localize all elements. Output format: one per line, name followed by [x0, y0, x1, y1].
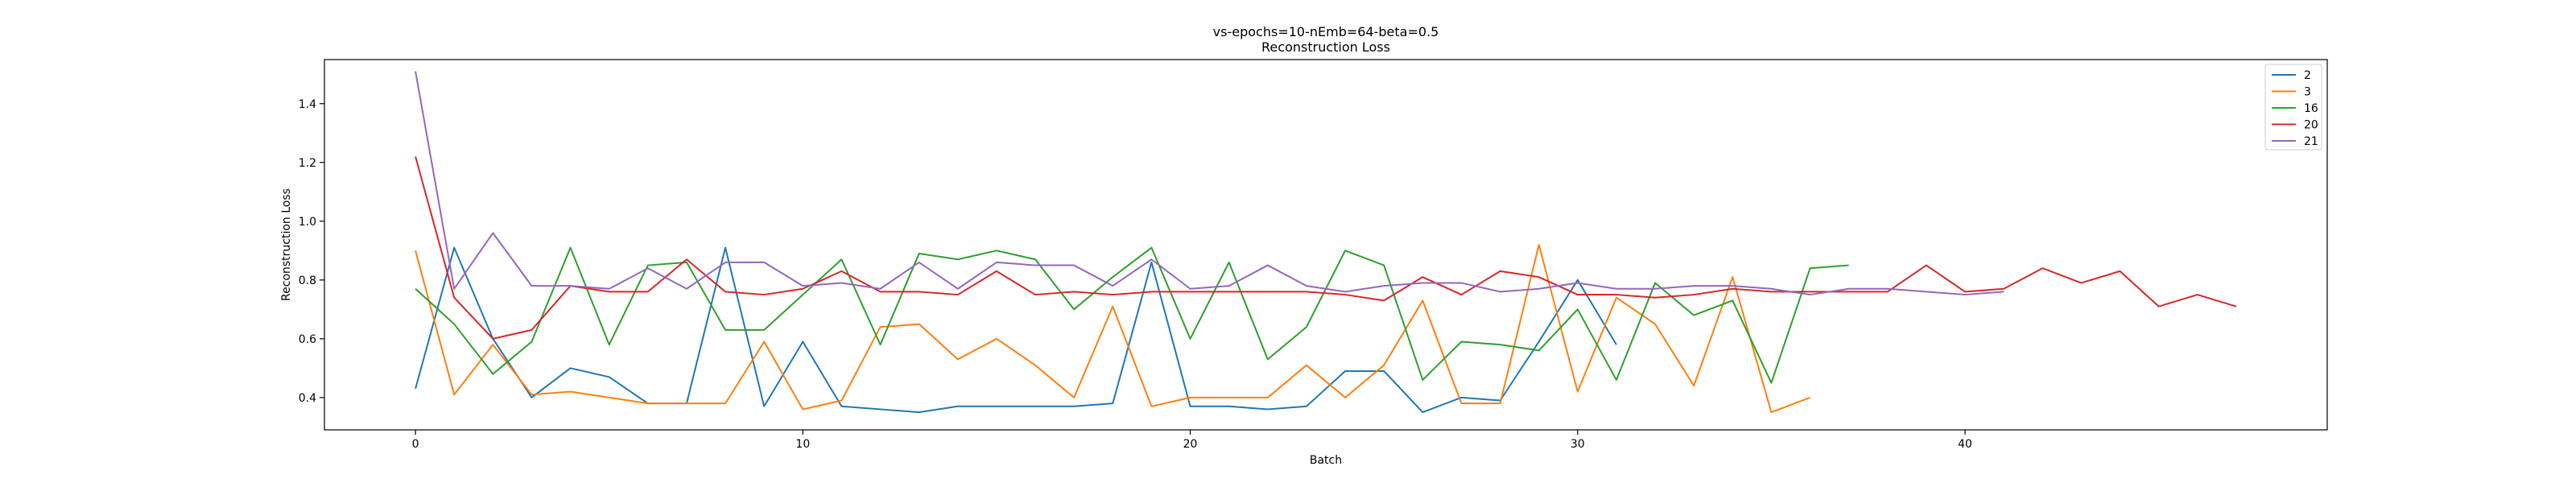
legend: 2 3 16 20 21 [2264, 64, 2322, 151]
series-layer [415, 71, 2237, 414]
x-tick-label: 0 [412, 438, 419, 451]
series-line-3 [415, 244, 1810, 414]
x-axis-ticks: 0 10 20 30 40 [412, 430, 1972, 451]
legend-label-3: 3 [2304, 86, 2311, 99]
axes-frame [324, 59, 2328, 431]
x-axis-label: Batch [1310, 454, 1342, 467]
chart-subtitle: Reconstruction Loss [1261, 39, 1390, 55]
legend-items: 2 3 16 20 21 [2272, 69, 2318, 148]
x-tick-label: 20 [1183, 438, 1198, 451]
legend-label-16: 16 [2304, 102, 2318, 115]
y-tick-label: 1.2 [299, 157, 316, 170]
y-axis-ticks: 0.4 0.6 0.8 1.0 1.2 1.4 [299, 98, 324, 405]
chart-title: vs-epochs=10-nEmb=64-beta=0.5 [1213, 24, 1439, 39]
y-tick-label: 0.4 [299, 392, 316, 405]
y-tick-label: 1.0 [299, 216, 316, 229]
series-line-20 [415, 156, 2237, 340]
series-line-16 [415, 246, 1849, 384]
series-line-21 [415, 71, 2004, 296]
legend-label-2: 2 [2304, 69, 2311, 82]
x-tick-label: 10 [795, 438, 810, 451]
x-tick-label: 30 [1571, 438, 1585, 451]
plot-area: 0 10 20 30 40 0.4 0.6 0.8 1.0 1.2 1.4 [299, 59, 2328, 451]
y-tick-label: 0.8 [299, 275, 316, 287]
y-tick-label: 0.6 [299, 333, 316, 346]
series-line-2 [415, 246, 1617, 414]
legend-label-20: 20 [2304, 119, 2318, 132]
x-tick-label: 40 [1958, 438, 1972, 451]
y-tick-label: 1.4 [299, 98, 316, 111]
legend-label-21: 21 [2304, 135, 2318, 148]
y-axis-label: Reconstruction Loss [280, 188, 293, 301]
